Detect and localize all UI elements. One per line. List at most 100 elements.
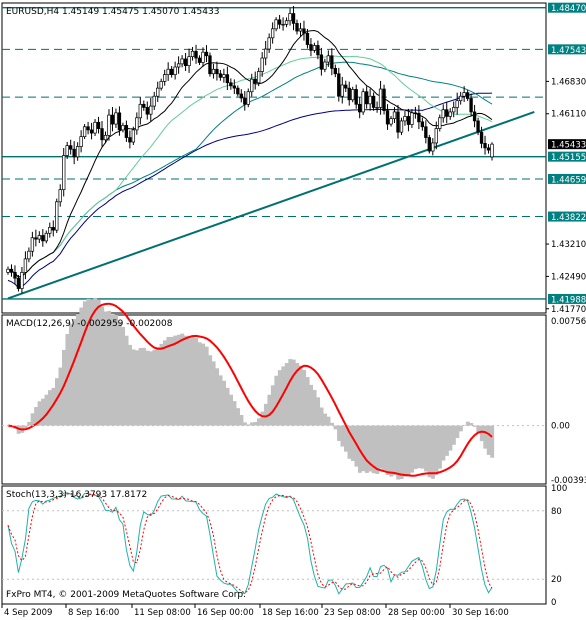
candle: [257, 67, 261, 87]
candle-body: [236, 87, 240, 95]
candle-body: [117, 112, 122, 131]
macd-bar: [434, 425, 439, 476]
stoch-tick-label-1: 80: [551, 507, 562, 517]
candle: [295, 19, 299, 35]
candle: [156, 81, 160, 103]
macd-bar: [243, 422, 247, 426]
candle-body: [215, 68, 219, 75]
candle-body: [486, 147, 491, 151]
candle-body: [145, 107, 149, 115]
candle: [124, 120, 129, 142]
macd-bar: [169, 336, 174, 426]
macd-bar: [385, 425, 390, 476]
macd-bar: [183, 335, 188, 426]
candle-body: [72, 148, 76, 158]
candle: [448, 108, 452, 120]
macd-bar: [316, 397, 321, 426]
macd-bar: [215, 368, 220, 426]
macd-bar: [37, 401, 42, 426]
candle: [316, 40, 320, 60]
candle-body: [82, 126, 87, 138]
candle: [246, 88, 250, 108]
macd-signal-line: [7, 302, 493, 477]
candle-body: [472, 111, 477, 122]
candle: [79, 130, 83, 153]
candle: [51, 220, 55, 237]
macd-bar: [472, 425, 477, 427]
candle-body: [361, 91, 365, 113]
candle: [232, 79, 237, 94]
macd-layer: [2, 297, 546, 480]
candle-body: [378, 88, 383, 108]
candle: [281, 17, 285, 31]
candle-body: [232, 85, 237, 89]
macd-bar: [72, 318, 77, 426]
macd-bar: [145, 350, 150, 426]
candle: [16, 274, 21, 292]
macd-bar: [462, 424, 467, 426]
macd-bar: [239, 415, 244, 426]
macd-bar: [350, 425, 355, 461]
macd-bar: [298, 365, 303, 426]
macd-bar: [44, 394, 49, 426]
candle-body: [427, 137, 431, 152]
candle-body: [229, 82, 233, 87]
candle-body: [371, 95, 376, 108]
candle: [413, 106, 418, 119]
macd-bar: [34, 407, 38, 426]
candle: [452, 101, 456, 118]
macd-bar: [295, 362, 300, 426]
price-label-4: 1.45433: [551, 141, 586, 151]
macd-bar: [465, 421, 470, 426]
price-label-bg: [548, 173, 586, 184]
macd-bar: [250, 422, 254, 426]
candle-body: [351, 89, 355, 101]
price-label-bg: [548, 293, 586, 304]
macd-bar: [270, 385, 275, 426]
candle: [117, 106, 122, 136]
candle: [396, 104, 400, 139]
macd-bar: [246, 424, 251, 426]
macd-bar: [79, 307, 84, 426]
macd-bar: [344, 425, 348, 452]
macd-bar: [89, 299, 94, 426]
candle: [9, 264, 14, 277]
macd-bar: [190, 335, 195, 426]
candle-body: [103, 134, 108, 141]
candle: [27, 247, 31, 263]
macd-tick-label-1: 0.00: [551, 422, 570, 432]
macd-bar: [138, 347, 143, 426]
candle-body: [476, 120, 480, 133]
candle-body: [260, 57, 264, 72]
macd-bar: [229, 394, 233, 426]
candle-body: [333, 68, 337, 75]
candle: [222, 68, 226, 83]
macd-bar: [41, 398, 45, 426]
candle-body: [455, 100, 459, 108]
candle-body: [253, 78, 257, 84]
macd-bar: [284, 363, 289, 426]
stoch-tick-label-2: 20: [551, 575, 562, 585]
macd-bar: [260, 411, 265, 426]
candle-body: [396, 111, 400, 133]
candle: [469, 93, 473, 117]
candle-body: [312, 45, 317, 51]
candle-body: [479, 131, 484, 144]
macd-title: MACD(12,26,9) -0.002959 -0.002008: [6, 319, 173, 329]
price-label-bg: [548, 139, 586, 150]
candle: [274, 17, 278, 32]
macd-bar: [58, 367, 63, 426]
candle: [75, 142, 80, 161]
candle-body: [434, 128, 438, 144]
candle: [173, 61, 177, 80]
candle-body: [93, 121, 97, 134]
candle: [128, 130, 132, 149]
candle: [458, 91, 463, 105]
candle: [236, 85, 240, 97]
candle-body: [490, 143, 494, 158]
macd-bar: [253, 421, 258, 426]
candle: [305, 28, 310, 49]
price-label-10: 1.41988: [551, 295, 586, 305]
time-label-6: 28 Sep 00:00: [388, 608, 445, 618]
